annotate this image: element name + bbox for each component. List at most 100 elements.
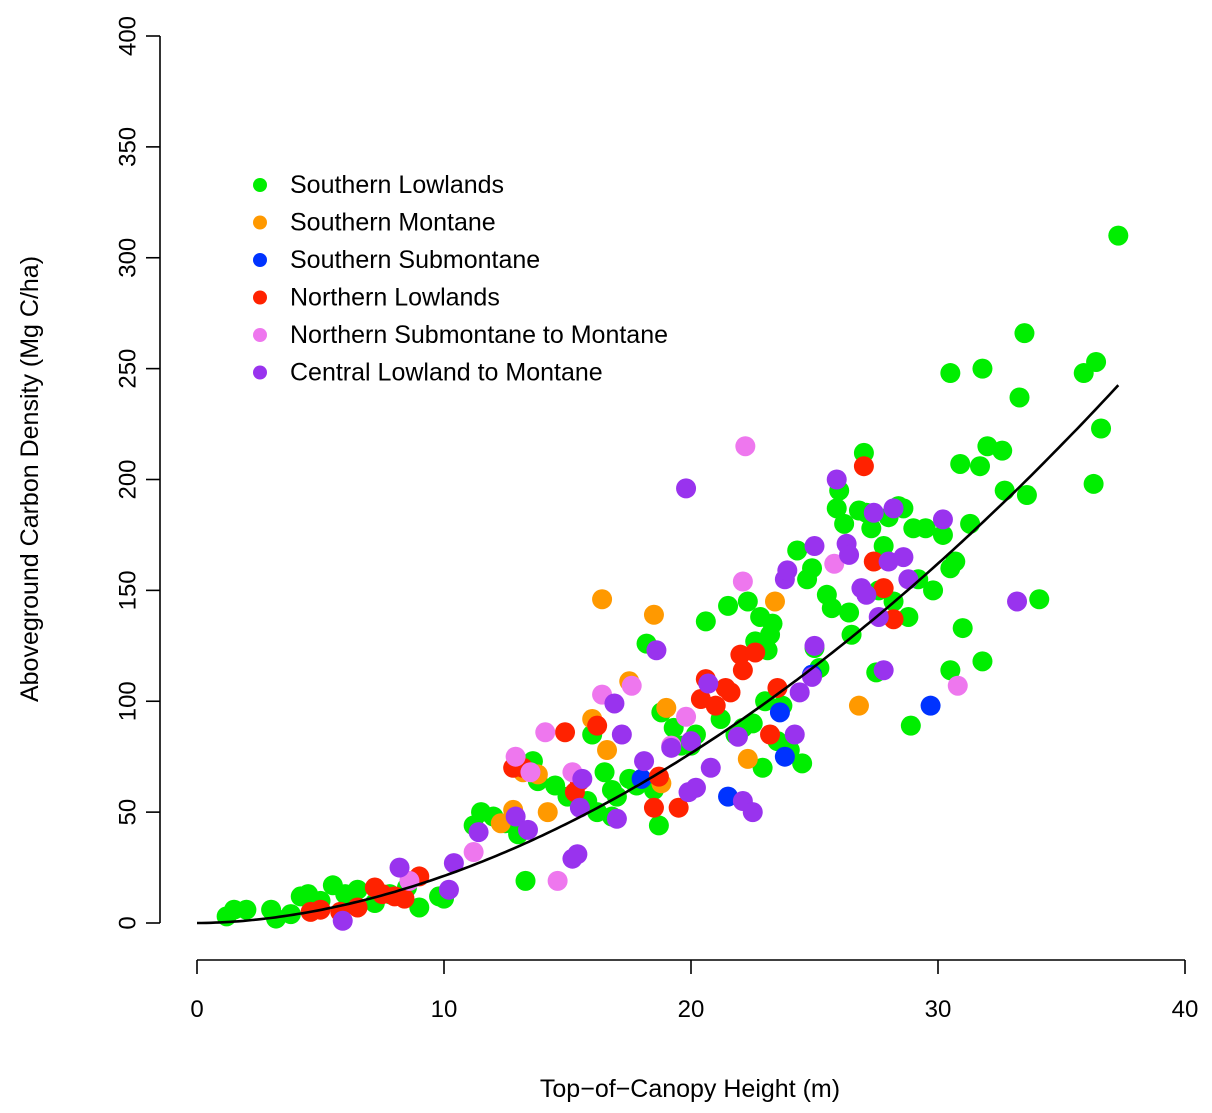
- data-point: [826, 498, 847, 519]
- data-point: [604, 693, 625, 714]
- data-point: [915, 518, 936, 539]
- data-point: [535, 722, 556, 743]
- data-point: [569, 797, 590, 818]
- data-point: [520, 762, 541, 783]
- data-point: [824, 553, 845, 574]
- data-point: [789, 682, 810, 703]
- data-point: [631, 768, 652, 789]
- legend-marker: [253, 365, 267, 380]
- data-point: [994, 480, 1015, 501]
- data-point: [784, 724, 805, 745]
- data-point: [769, 702, 790, 723]
- data-point: [730, 644, 751, 665]
- data-point: [555, 722, 576, 743]
- y-tick-label: 250: [115, 349, 142, 389]
- data-point: [567, 844, 588, 865]
- y-tick-label: 350: [115, 127, 142, 167]
- y-tick-label: 200: [115, 459, 142, 499]
- data-point: [1091, 418, 1112, 439]
- data-point: [826, 469, 847, 490]
- data-point: [742, 802, 763, 823]
- legend-label: Northern Lowlands: [290, 284, 500, 312]
- data-point: [972, 651, 993, 672]
- data-point: [834, 513, 855, 534]
- data-point: [767, 677, 788, 698]
- data-point: [718, 595, 739, 616]
- data-point: [802, 558, 823, 579]
- data-point: [592, 589, 613, 610]
- data-point: [1014, 323, 1035, 344]
- legend: Southern Lowlands Southern Montane Souther…: [253, 171, 668, 387]
- legend-marker: [253, 290, 267, 305]
- data-point: [597, 740, 618, 761]
- data-point: [646, 640, 667, 661]
- y-tick-label: 300: [115, 238, 142, 278]
- data-point: [737, 748, 758, 769]
- data-point: [804, 635, 825, 656]
- data-point: [634, 751, 655, 772]
- data-point: [742, 713, 763, 734]
- data-point: [898, 606, 919, 627]
- data-point: [960, 513, 981, 534]
- data-point: [463, 842, 484, 863]
- data-point: [752, 757, 773, 778]
- data-point: [804, 536, 825, 557]
- data-point: [643, 797, 664, 818]
- data-point: [587, 715, 608, 736]
- data-point: [883, 498, 904, 519]
- x-tick-label: 30: [925, 996, 952, 1023]
- data-point: [505, 746, 526, 767]
- data-point: [656, 697, 677, 718]
- data-point: [760, 724, 781, 745]
- data-point: [347, 879, 368, 900]
- data-point: [606, 808, 627, 829]
- legend-marker: [253, 178, 267, 192]
- data-point: [547, 870, 568, 891]
- data-point: [883, 609, 904, 630]
- data-point: [737, 591, 758, 612]
- data-point: [932, 524, 953, 545]
- data-point: [621, 675, 642, 696]
- x-tick-label: 10: [431, 996, 458, 1023]
- legend-label: Southern Submontane: [290, 246, 540, 274]
- data-point: [732, 571, 753, 592]
- y-tick-label: 100: [115, 681, 142, 721]
- data-point: [969, 456, 990, 477]
- data-point: [1108, 225, 1129, 246]
- data-point: [762, 613, 783, 634]
- data-point: [932, 509, 953, 530]
- data-point: [940, 660, 961, 681]
- data-point: [685, 777, 706, 798]
- y-tick-label: 50: [115, 799, 142, 826]
- data-point: [945, 551, 966, 572]
- fit-curve: [197, 384, 1120, 925]
- data-point: [572, 768, 593, 789]
- legend-label: Central Lowland to Montane: [290, 359, 603, 387]
- x-tick-label: 40: [1172, 996, 1199, 1023]
- legend-label: Southern Lowlands: [290, 171, 504, 199]
- y-tick-label: 0: [115, 916, 142, 929]
- data-point: [695, 611, 716, 632]
- data-point: [1029, 589, 1050, 610]
- data-point: [409, 897, 430, 918]
- data-point: [863, 551, 884, 572]
- data-point: [900, 715, 921, 736]
- y-tick-label: 400: [115, 16, 142, 56]
- legend-marker: [253, 328, 267, 342]
- data-point: [856, 584, 877, 605]
- data-point: [505, 806, 526, 827]
- data-point: [389, 857, 410, 878]
- legend-marker: [253, 215, 267, 230]
- y-tick-label: 150: [115, 570, 142, 610]
- legend-marker: [253, 253, 267, 267]
- data-point: [1007, 591, 1028, 612]
- data-point: [777, 560, 798, 581]
- data-point: [764, 591, 785, 612]
- data-point: [745, 642, 766, 663]
- data-point: [873, 536, 894, 557]
- y-axis: 0 50 100 150 200 250 300 350 400: [115, 16, 161, 930]
- data-point: [1016, 485, 1037, 506]
- x-axis-title: Top−of−Canopy Height (m): [540, 1075, 840, 1103]
- data-point: [698, 673, 719, 694]
